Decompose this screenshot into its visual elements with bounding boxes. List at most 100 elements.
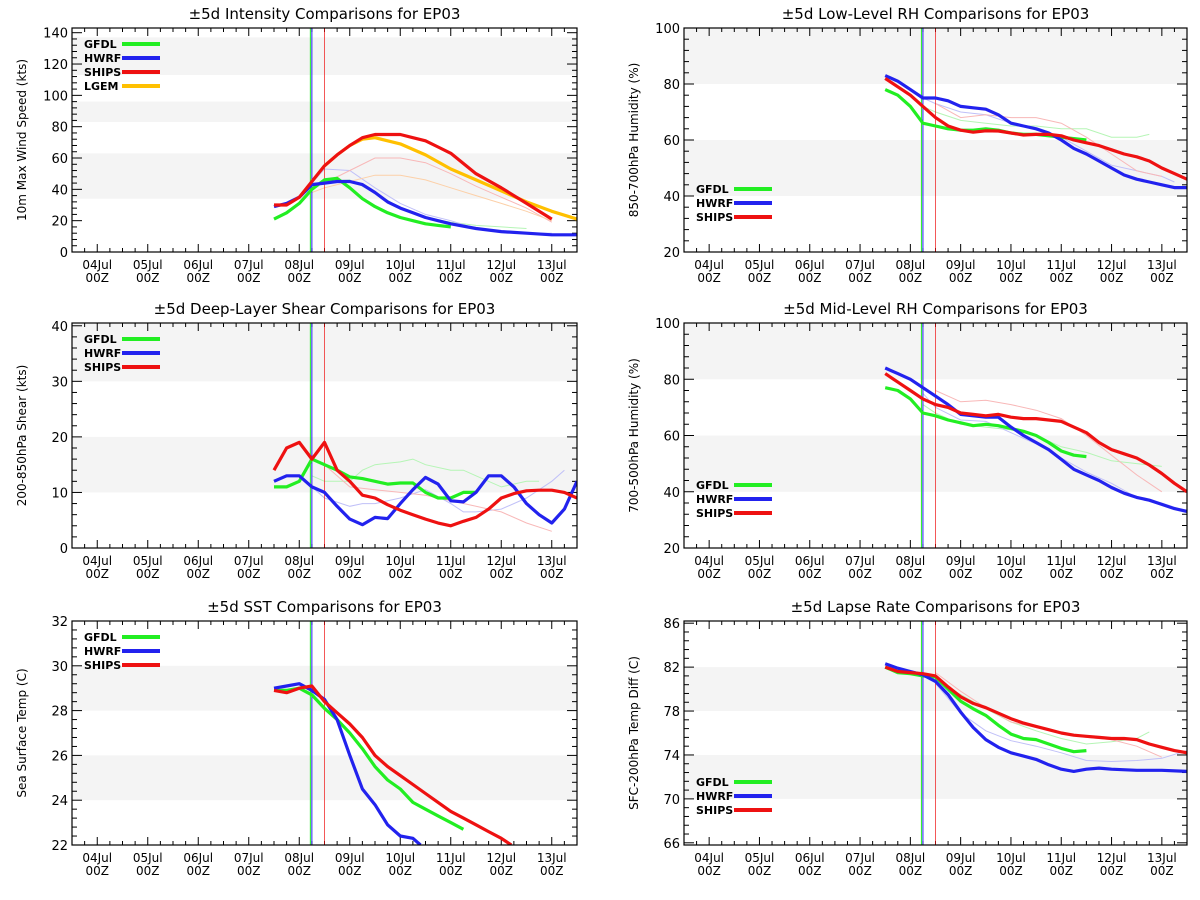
x-tick-label-hour: 00Z bbox=[237, 567, 261, 581]
y-tick-label: 20 bbox=[51, 215, 68, 230]
x-tick-label-hour: 00Z bbox=[86, 864, 110, 878]
x-tick-label-hour: 00Z bbox=[338, 864, 362, 878]
x-tick-label-hour: 00Z bbox=[949, 864, 973, 878]
x-tick-label-hour: 00Z bbox=[237, 271, 261, 285]
x-tick-label-hour: 00Z bbox=[187, 864, 211, 878]
x-tick-label-date: 09Jul bbox=[335, 851, 365, 865]
x-tick-label-date: 05Jul bbox=[745, 554, 775, 568]
x-tick-label-hour: 00Z bbox=[187, 271, 211, 285]
x-tick-label-date: 06Jul bbox=[183, 258, 213, 272]
panel-intensity: ±5d Intensity Comparisons for EP03 10m Ma… bbox=[15, 5, 578, 285]
x-tick-label-hour: 00Z bbox=[540, 864, 564, 878]
x-tick-label-hour: 00Z bbox=[798, 567, 822, 581]
series-hwrf bbox=[273, 474, 577, 527]
x-tick-label-date: 06Jul bbox=[795, 258, 825, 272]
y-tick-label: 32 bbox=[51, 615, 68, 630]
x-tick-label-date: 13Jul bbox=[1147, 554, 1177, 568]
x-tick-label-date: 12Jul bbox=[486, 554, 516, 568]
chart-title: ±5d Low-Level RH Comparisons for EP03 bbox=[782, 5, 1090, 23]
x-tick-label-date: 11Jul bbox=[1046, 554, 1076, 568]
legend-label-gfdl: GFDL bbox=[84, 631, 117, 644]
y-tick-label: 40 bbox=[51, 320, 68, 335]
x-tick-label-date: 07Jul bbox=[234, 851, 264, 865]
x-tick-label-hour: 00Z bbox=[999, 271, 1023, 285]
y-tick-label: 140 bbox=[43, 27, 68, 42]
legend-label-hwrf: HWRF bbox=[696, 493, 733, 506]
y-tick-label: 66 bbox=[663, 837, 680, 852]
chart-title: ±5d Mid-Level RH Comparisons for EP03 bbox=[783, 300, 1088, 318]
y-tick-label: 80 bbox=[663, 373, 680, 388]
x-tick-label-date: 12Jul bbox=[486, 258, 516, 272]
x-tick-label-date: 05Jul bbox=[745, 258, 775, 272]
series-gfdl bbox=[274, 457, 476, 500]
legend-label-ships: SHIPS bbox=[84, 66, 121, 79]
x-tick-label-hour: 00Z bbox=[848, 864, 872, 878]
x-tick-label-date: 13Jul bbox=[537, 258, 567, 272]
x-tick-label-hour: 00Z bbox=[1050, 567, 1074, 581]
x-tick-label-date: 07Jul bbox=[845, 851, 875, 865]
x-tick-label-date: 12Jul bbox=[1097, 258, 1127, 272]
x-tick-label-hour: 00Z bbox=[136, 864, 160, 878]
series-ships bbox=[884, 665, 1187, 755]
x-tick-label-hour: 00Z bbox=[1050, 271, 1074, 285]
faded-series-hwrf-prev bbox=[935, 683, 1187, 763]
x-tick-label-date: 05Jul bbox=[745, 851, 775, 865]
legend-label-gfdl: GFDL bbox=[696, 776, 729, 789]
x-tick-label-date: 06Jul bbox=[183, 851, 213, 865]
panel-sst: ±5d SST Comparisons for EP03 Sea Surface … bbox=[15, 598, 578, 878]
y-tick-label: 74 bbox=[663, 749, 680, 764]
x-tick-label-hour: 00Z bbox=[1100, 864, 1124, 878]
legend-label-hwrf: HWRF bbox=[84, 645, 121, 658]
plot-area bbox=[884, 621, 1187, 845]
x-tick-label-date: 04Jul bbox=[82, 258, 112, 272]
x-tick-label-date: 05Jul bbox=[133, 258, 163, 272]
y-tick-label: 20 bbox=[663, 246, 680, 261]
x-tick-label-date: 10Jul bbox=[385, 851, 415, 865]
x-tick-label-hour: 00Z bbox=[389, 271, 413, 285]
x-tick-label-date: 06Jul bbox=[795, 851, 825, 865]
x-tick-label-hour: 00Z bbox=[697, 864, 721, 878]
chart-title: ±5d Deep-Layer Shear Comparisons for EP0… bbox=[154, 300, 496, 318]
x-tick-label-date: 09Jul bbox=[946, 851, 976, 865]
x-tick-label-date: 10Jul bbox=[996, 851, 1026, 865]
y-tick-label: 86 bbox=[663, 617, 680, 632]
x-tick-label-date: 08Jul bbox=[895, 554, 925, 568]
legend-label-hwrf: HWRF bbox=[84, 52, 121, 65]
x-tick-label-date: 12Jul bbox=[1097, 554, 1127, 568]
faded-series-ships-prev bbox=[935, 103, 1162, 177]
series-ships bbox=[884, 77, 1187, 181]
x-tick-label-date: 13Jul bbox=[1147, 851, 1177, 865]
y-axis-label: 10m Max Wind Speed (kts) bbox=[15, 59, 29, 221]
axis-frame bbox=[683, 322, 1188, 549]
x-tick-label-hour: 00Z bbox=[439, 271, 463, 285]
x-tick-label-hour: 00Z bbox=[1150, 864, 1174, 878]
y-tick-label: 0 bbox=[60, 542, 68, 557]
faded-series-gfdl-prev bbox=[922, 105, 1150, 138]
x-tick-label-date: 07Jul bbox=[234, 258, 264, 272]
x-tick-label-date: 08Jul bbox=[895, 851, 925, 865]
x-tick-label-hour: 00Z bbox=[490, 864, 514, 878]
legend-label-gfdl: GFDL bbox=[696, 479, 729, 492]
y-tick-label: 30 bbox=[51, 375, 68, 390]
x-tick-label-date: 12Jul bbox=[1097, 851, 1127, 865]
x-tick-label-date: 09Jul bbox=[335, 554, 365, 568]
x-tick-label-hour: 00Z bbox=[136, 271, 160, 285]
y-tick-label: 78 bbox=[663, 705, 680, 720]
x-tick-label-hour: 00Z bbox=[949, 567, 973, 581]
x-tick-label-hour: 00Z bbox=[748, 271, 772, 285]
x-tick-label-date: 11Jul bbox=[436, 258, 466, 272]
plot-area bbox=[884, 323, 1187, 548]
x-tick-label-date: 09Jul bbox=[335, 258, 365, 272]
x-tick-label-date: 06Jul bbox=[795, 554, 825, 568]
chart-title: ±5d SST Comparisons for EP03 bbox=[207, 598, 442, 616]
x-tick-label-date: 13Jul bbox=[1147, 258, 1177, 272]
plot-area bbox=[273, 28, 577, 252]
y-tick-label: 82 bbox=[663, 661, 680, 676]
x-tick-label-hour: 00Z bbox=[237, 864, 261, 878]
x-tick-label-date: 11Jul bbox=[436, 851, 466, 865]
series-hwrf bbox=[884, 662, 1187, 774]
x-tick-label-date: 13Jul bbox=[537, 851, 567, 865]
faded-series-ships-prev bbox=[324, 157, 553, 223]
